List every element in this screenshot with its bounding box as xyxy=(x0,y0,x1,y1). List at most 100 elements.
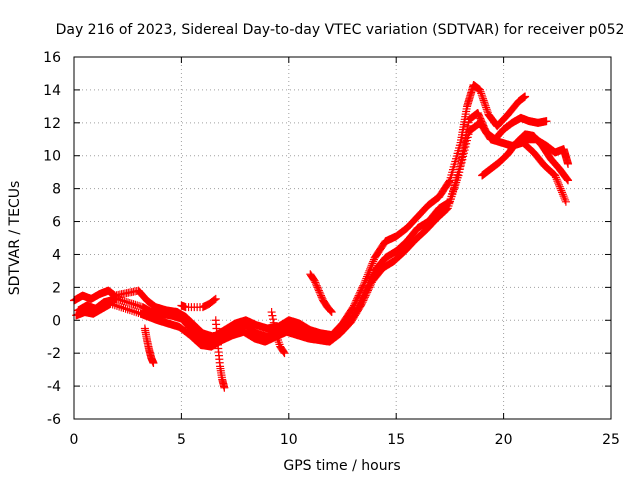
x-axis-label: GPS time / hours xyxy=(283,458,400,474)
data-point-marker xyxy=(314,286,323,295)
y-tick-label: -2 xyxy=(47,346,61,362)
data-point-marker xyxy=(220,383,229,392)
series-5 xyxy=(521,135,573,168)
data-point-marker xyxy=(364,285,373,294)
data-point-marker xyxy=(310,276,319,285)
series-2 xyxy=(74,108,551,346)
data-point-marker xyxy=(269,318,278,327)
data-point-marker xyxy=(479,94,488,103)
series-1 xyxy=(70,80,530,341)
data-point-marker xyxy=(359,296,368,305)
data-point-marker xyxy=(316,289,325,298)
data-point-marker xyxy=(559,192,568,201)
data-point-marker xyxy=(317,293,326,302)
data-point-marker xyxy=(210,295,219,304)
data-point-marker xyxy=(557,186,566,195)
data-point-marker xyxy=(551,171,560,180)
data-point-marker xyxy=(558,188,567,197)
data-point-marker xyxy=(360,293,369,302)
data-point-marker xyxy=(314,285,323,294)
series-4 xyxy=(478,130,573,185)
x-tick-label: 10 xyxy=(280,432,298,448)
data-point-marker xyxy=(313,283,322,292)
data-point-marker xyxy=(477,89,486,98)
data-point-marker xyxy=(125,306,134,315)
data-point-marker xyxy=(369,257,378,266)
data-point-marker xyxy=(560,194,569,203)
data-point-marker xyxy=(268,311,277,320)
data-points xyxy=(70,80,573,392)
chart-title: Day 216 of 2023, Sidereal Day-to-day VTE… xyxy=(56,22,625,38)
y-tick-label: 2 xyxy=(52,280,61,296)
data-point-marker xyxy=(479,96,488,105)
x-tick-label: 5 xyxy=(177,432,186,448)
series-7 xyxy=(177,270,336,317)
data-point-marker xyxy=(366,263,375,272)
data-point-marker xyxy=(362,289,371,298)
y-tick-label: 8 xyxy=(52,182,61,198)
data-point-marker xyxy=(561,195,570,204)
data-point-marker xyxy=(475,85,484,94)
x-tick-label: 0 xyxy=(70,432,79,448)
data-point-marker xyxy=(312,280,321,289)
data-point-marker xyxy=(558,190,567,199)
y-axis-label: SDTVAR / TECUs xyxy=(7,181,23,296)
y-tick-label: 4 xyxy=(52,247,61,263)
data-point-marker xyxy=(326,306,335,315)
data-point-marker xyxy=(367,280,376,289)
data-point-marker xyxy=(563,175,572,184)
data-point-marker xyxy=(562,174,571,183)
data-point-marker xyxy=(315,288,324,297)
grid-lines xyxy=(74,57,611,419)
data-point-marker xyxy=(317,291,326,300)
data-point-marker xyxy=(312,281,321,290)
y-tick-label: -4 xyxy=(47,379,61,395)
data-point-marker xyxy=(361,291,370,300)
data-point-marker xyxy=(554,180,563,189)
data-point-marker xyxy=(556,184,565,193)
data-point-marker xyxy=(551,173,560,182)
y-tick-label: 6 xyxy=(52,215,61,231)
data-point-marker xyxy=(552,175,561,184)
data-point-marker xyxy=(366,281,375,290)
data-point-marker xyxy=(561,197,570,206)
data-point-marker xyxy=(480,98,489,107)
data-point-marker xyxy=(360,294,369,303)
data-point-marker xyxy=(357,299,366,308)
data-point-marker xyxy=(564,159,573,168)
data-point-marker xyxy=(554,178,563,187)
y-tick-label: 0 xyxy=(52,313,61,329)
data-point-marker xyxy=(483,107,492,116)
data-point-marker xyxy=(445,177,454,186)
data-point-marker xyxy=(123,305,132,314)
y-tick-label: 14 xyxy=(43,83,61,99)
series-3 xyxy=(72,118,570,351)
tick-labels: 0 5 10 15 20 25 -6 -4 -2 0 2 4 6 8 10 12 14 16 xyxy=(43,50,620,448)
data-point-marker xyxy=(481,101,490,110)
y-tick-label: 16 xyxy=(43,50,61,66)
data-point-marker xyxy=(477,91,486,100)
data-point-marker xyxy=(478,92,487,101)
data-point-marker xyxy=(553,177,562,186)
data-point-marker xyxy=(327,307,336,316)
data-point-marker xyxy=(367,261,376,270)
data-point-marker xyxy=(542,117,551,126)
data-point-marker xyxy=(358,298,367,307)
data-point-marker xyxy=(211,294,220,303)
data-point-marker xyxy=(271,325,280,334)
data-point-marker xyxy=(363,286,372,295)
data-point-marker xyxy=(327,308,336,317)
data-point-marker xyxy=(365,283,374,292)
data-point-marker xyxy=(267,308,276,317)
data-point-marker xyxy=(564,176,573,185)
y-tick-label: 12 xyxy=(43,116,61,132)
data-point-marker xyxy=(311,278,320,287)
data-point-marker xyxy=(476,87,485,96)
data-point-marker xyxy=(482,105,491,114)
plot-frame xyxy=(73,56,612,420)
data-point-marker xyxy=(480,100,489,109)
data-point-marker xyxy=(555,182,564,191)
data-point-marker xyxy=(279,348,288,357)
x-tick-label: 20 xyxy=(495,432,513,448)
